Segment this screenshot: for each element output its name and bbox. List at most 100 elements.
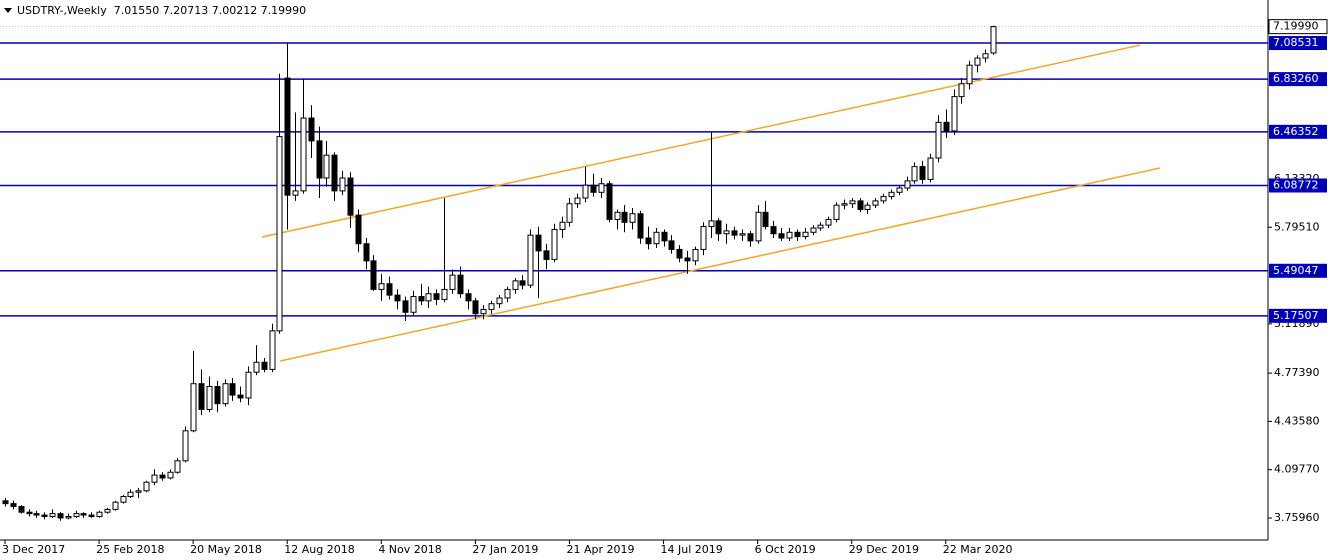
candle-body bbox=[582, 184, 589, 199]
candle-body bbox=[10, 503, 17, 508]
candle-body bbox=[237, 394, 244, 399]
candle-body bbox=[880, 196, 887, 202]
candle-body bbox=[480, 308, 487, 315]
candle-body bbox=[135, 490, 142, 493]
menu-arrow[interactable] bbox=[4, 8, 12, 13]
y-tick-label: 4.09770 bbox=[1274, 463, 1320, 476]
candle-body bbox=[18, 506, 25, 513]
level-label-box bbox=[1269, 308, 1327, 323]
x-tick-label: 14 Jul 2019 bbox=[661, 543, 723, 556]
candle-body bbox=[386, 283, 393, 296]
level-label-box bbox=[1269, 124, 1327, 139]
candle-body bbox=[747, 233, 754, 242]
candle-body bbox=[269, 330, 276, 370]
level-label: 6.46352 bbox=[1273, 125, 1319, 138]
candle-body bbox=[284, 77, 291, 196]
candle-body bbox=[606, 183, 613, 220]
candle-body bbox=[770, 226, 777, 235]
candle-body bbox=[723, 230, 730, 235]
x-tick-label: 25 Feb 2018 bbox=[96, 543, 164, 556]
candle-body bbox=[692, 248, 699, 262]
candle-body bbox=[951, 96, 958, 132]
candle-body bbox=[26, 511, 33, 515]
candle-body bbox=[857, 200, 864, 210]
candle-body bbox=[96, 511, 103, 518]
candle-body bbox=[731, 230, 738, 236]
candle-body bbox=[402, 300, 409, 313]
candle-body bbox=[433, 293, 440, 300]
candle-body bbox=[512, 280, 519, 290]
candle-body bbox=[418, 296, 425, 302]
level-label-box bbox=[1269, 72, 1327, 87]
candle-body bbox=[841, 203, 848, 206]
y-tick-label: 4.43580 bbox=[1274, 414, 1320, 427]
x-tick-label: 22 Mar 2020 bbox=[943, 543, 1013, 556]
x-tick-label: 21 Apr 2019 bbox=[566, 543, 634, 556]
candle-body bbox=[676, 248, 683, 259]
candle-body bbox=[174, 460, 181, 473]
candle-body bbox=[645, 237, 652, 245]
candle-body bbox=[245, 371, 252, 399]
candle-body bbox=[637, 213, 644, 239]
candle-body bbox=[715, 220, 722, 235]
level-label: 6.83260 bbox=[1273, 72, 1319, 85]
level-label: 7.08531 bbox=[1273, 36, 1319, 49]
candle-body bbox=[527, 234, 534, 286]
candle-body bbox=[378, 283, 385, 290]
candle-body bbox=[261, 361, 268, 370]
level-label: 5.49047 bbox=[1273, 264, 1319, 277]
candle-body bbox=[888, 191, 895, 198]
candle-body bbox=[559, 221, 566, 230]
candle-body bbox=[943, 121, 950, 132]
candle-body bbox=[739, 233, 746, 236]
candle-body bbox=[222, 383, 229, 405]
candle-body bbox=[253, 361, 260, 373]
x-tick-label: 20 May 2018 bbox=[190, 543, 262, 556]
candle-body bbox=[472, 300, 479, 315]
level-label: 6.08772 bbox=[1273, 178, 1319, 191]
candle-body bbox=[73, 513, 80, 518]
candle-body bbox=[519, 280, 526, 286]
candle-body bbox=[167, 471, 174, 479]
candle-body bbox=[700, 226, 707, 250]
candle-body bbox=[810, 227, 817, 233]
candle-body bbox=[355, 214, 362, 245]
candle-body bbox=[896, 187, 903, 193]
candle-body bbox=[104, 508, 111, 513]
level-label-box bbox=[1269, 263, 1327, 278]
candle-body bbox=[778, 233, 785, 239]
candle-body bbox=[127, 491, 134, 498]
candle-body bbox=[794, 231, 801, 238]
candle-body bbox=[629, 213, 636, 223]
candle-body bbox=[112, 501, 119, 510]
candle-body bbox=[198, 383, 205, 410]
candle-body bbox=[535, 234, 542, 252]
candle-body bbox=[849, 200, 856, 205]
candle-body bbox=[120, 496, 127, 503]
candle-body bbox=[229, 383, 236, 396]
x-tick-label: 12 Aug 2018 bbox=[284, 543, 354, 556]
y-tick-label: 3.75960 bbox=[1274, 511, 1320, 524]
candle-body bbox=[425, 293, 432, 302]
candle-body bbox=[551, 228, 558, 260]
candle-body bbox=[966, 64, 973, 85]
candle-body bbox=[331, 154, 338, 192]
candle-body bbox=[872, 200, 879, 206]
candle-body bbox=[370, 260, 377, 290]
candle-body bbox=[33, 513, 40, 516]
candle-body bbox=[316, 140, 323, 179]
candle-body bbox=[300, 117, 307, 192]
candle-body bbox=[65, 516, 72, 519]
candle-body bbox=[151, 474, 158, 483]
bid-label: 7.19990 bbox=[1273, 20, 1319, 33]
candle-body bbox=[159, 474, 166, 479]
candle-body bbox=[668, 240, 675, 250]
candle-body bbox=[41, 514, 48, 518]
candle-body bbox=[363, 243, 370, 262]
candle-body bbox=[496, 297, 503, 305]
x-tick-label: 4 Nov 2018 bbox=[378, 543, 441, 556]
chart-title: USDTRY-,Weekly 7.01550 7.20713 7.00212 7… bbox=[17, 4, 306, 17]
candle-body bbox=[347, 177, 354, 216]
candle-body bbox=[465, 293, 472, 302]
